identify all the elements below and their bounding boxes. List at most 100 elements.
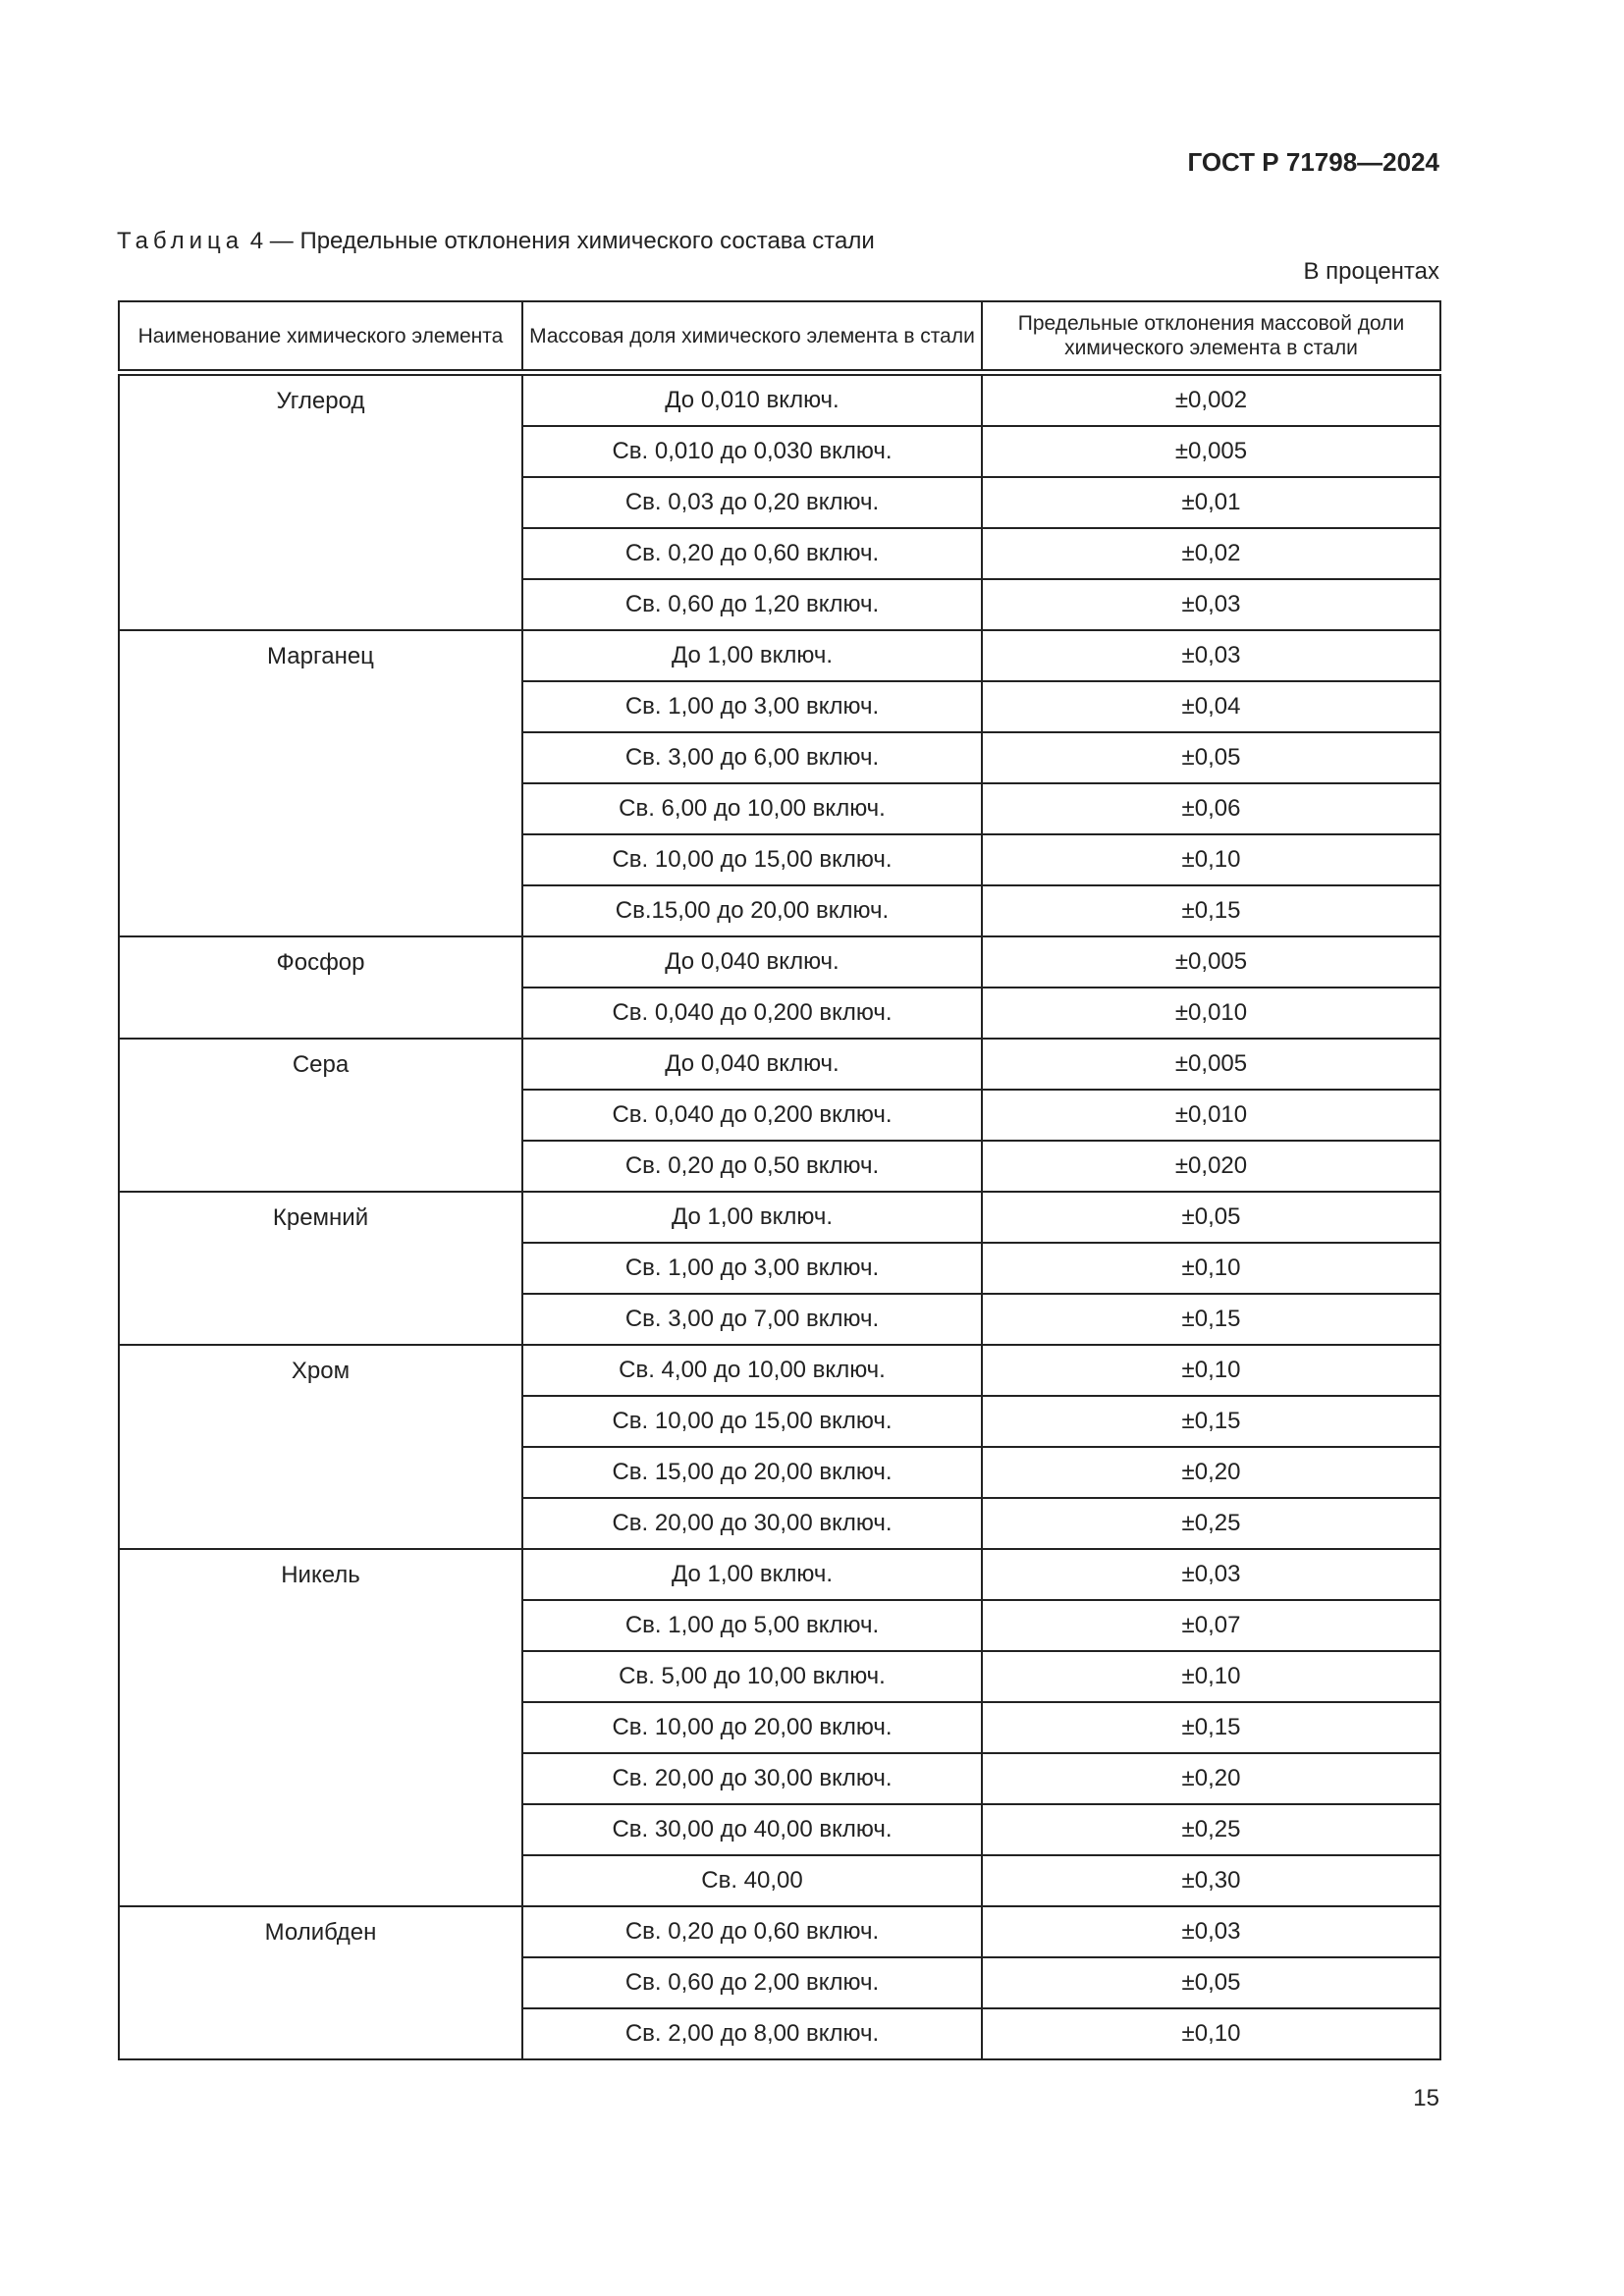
deviation-cell: ±0,06	[981, 782, 1441, 835]
mass-fraction-cell: Св. 1,00 до 5,00 включ.	[521, 1599, 983, 1652]
table-row: Св. 6,00 до 10,00 включ. ±0,06	[119, 782, 1441, 835]
deviation-cell: ±0,03	[981, 1905, 1441, 1958]
mass-fraction-cell: Св. 3,00 до 6,00 включ.	[521, 731, 983, 784]
deviation-cell: ±0,10	[981, 1242, 1441, 1295]
deviation-cell: ±0,15	[981, 1701, 1441, 1754]
table-row: Молибден Св. 0,20 до 0,60 включ. ±0,03	[118, 1905, 1441, 2060]
mass-fraction-cell: Св. 40,00	[521, 1854, 983, 1907]
column-header-element: Наименование химического элемента	[118, 300, 523, 376]
deviation-cell: ±0,10	[981, 1344, 1441, 1397]
element-name-cell: Углерод	[118, 371, 523, 631]
mass-fraction-cell: Св. 10,00 до 15,00 включ.	[521, 833, 983, 886]
deviation-cell: ±0,03	[981, 1548, 1441, 1601]
deviation-cell: ±0,25	[981, 1803, 1441, 1856]
mass-fraction-cell: До 1,00 включ.	[521, 1548, 983, 1601]
table-row: Сера До 0,040 включ. ±0,005	[118, 1038, 1441, 1193]
mass-fraction-cell: Св. 2,00 до 8,00 включ.	[521, 2007, 983, 2060]
mass-fraction-cell: Св. 3,00 до 7,00 включ.	[521, 1293, 983, 1346]
table-header-row: Наименование химического элемента Массов…	[118, 300, 1441, 376]
mass-fraction-cell: Св. 0,60 до 2,00 включ.	[521, 1956, 983, 2009]
table-caption-text: 4 — Предельные отклонения химического со…	[244, 228, 875, 254]
deviation-cell: ±0,05	[981, 731, 1441, 784]
table-row: Св. 0,040 до 0,200 включ. ±0,010	[119, 1089, 1441, 1142]
deviation-cell: ±0,20	[981, 1446, 1441, 1499]
table-row: Св. 1,00 до 3,00 включ. ±0,10	[119, 1242, 1441, 1295]
deviation-cell: ±0,15	[981, 1395, 1441, 1448]
mass-fraction-cell: До 0,010 включ.	[521, 371, 983, 427]
table-row: Хром Св. 4,00 до 10,00 включ. ±0,10	[118, 1344, 1441, 1550]
deviation-cell: ±0,25	[981, 1497, 1441, 1550]
table-row: Св. 15,00 до 20,00 включ. ±0,20	[119, 1446, 1441, 1499]
deviation-cell: ±0,010	[981, 987, 1441, 1040]
mass-fraction-cell: Св. 10,00 до 20,00 включ.	[521, 1701, 983, 1754]
units-note: В процентах	[1303, 258, 1439, 285]
deviation-cell: ±0,15	[981, 884, 1441, 937]
page-number: 15	[1413, 2085, 1439, 2111]
mass-fraction-cell: Св. 6,00 до 10,00 включ.	[521, 782, 983, 835]
deviation-cell: ±0,03	[981, 578, 1441, 631]
mass-fraction-cell: До 0,040 включ.	[521, 935, 983, 988]
mass-fraction-cell: Св. 0,040 до 0,200 включ.	[521, 987, 983, 1040]
mass-fraction-cell: Св.15,00 до 20,00 включ.	[521, 884, 983, 937]
table-row: Марганец До 1,00 включ. ±0,03	[118, 629, 1441, 937]
deviation-cell: ±0,05	[981, 1956, 1441, 2009]
mass-fraction-cell: Св. 4,00 до 10,00 включ.	[521, 1344, 983, 1397]
deviation-cell: ±0,07	[981, 1599, 1441, 1652]
table-row: Св.15,00 до 20,00 включ. ±0,15	[119, 884, 1441, 937]
table-row: Св. 2,00 до 8,00 включ. ±0,10	[119, 2007, 1441, 2060]
mass-fraction-cell: До 0,040 включ.	[521, 1038, 983, 1091]
mass-fraction-cell: Св. 0,20 до 0,60 включ.	[521, 1905, 983, 1958]
element-name-cell: Никель	[118, 1548, 523, 1907]
table-row: Св. 5,00 до 10,00 включ. ±0,10	[119, 1650, 1441, 1703]
deviation-cell: ±0,005	[981, 935, 1441, 988]
mass-fraction-cell: Св. 20,00 до 30,00 включ.	[521, 1752, 983, 1805]
table-row: Св. 1,00 до 3,00 включ. ±0,04	[119, 680, 1441, 733]
table-row: Св. 3,00 до 6,00 включ. ±0,05	[119, 731, 1441, 784]
column-header-mass-fraction: Массовая доля химического элемента в ста…	[521, 300, 983, 376]
mass-fraction-cell: Св. 20,00 до 30,00 включ.	[521, 1497, 983, 1550]
mass-fraction-cell: Св. 0,040 до 0,200 включ.	[521, 1089, 983, 1142]
table-row: Св. 0,010 до 0,030 включ. ±0,005	[119, 425, 1441, 478]
table-row: Св. 0,20 до 0,50 включ. ±0,020	[119, 1140, 1441, 1193]
mass-fraction-cell: Св. 0,010 до 0,030 включ.	[521, 425, 983, 478]
mass-fraction-cell: Св. 1,00 до 3,00 включ.	[521, 680, 983, 733]
deviation-cell: ±0,30	[981, 1854, 1441, 1907]
table-row: Св. 10,00 до 15,00 включ. ±0,15	[119, 1395, 1441, 1448]
deviation-cell: ±0,020	[981, 1140, 1441, 1193]
mass-fraction-cell: Св. 15,00 до 20,00 включ.	[521, 1446, 983, 1499]
table-caption: Таблица 4 — Предельные отклонения химиче…	[117, 228, 875, 255]
deviation-cell: ±0,002	[981, 371, 1441, 427]
deviation-cell: ±0,05	[981, 1191, 1441, 1244]
deviation-cell: ±0,005	[981, 1038, 1441, 1091]
deviation-cell: ±0,02	[981, 527, 1441, 580]
deviation-cell: ±0,03	[981, 629, 1441, 682]
table-row: Св. 0,040 до 0,200 включ. ±0,010	[119, 987, 1441, 1040]
mass-fraction-cell: Св. 5,00 до 10,00 включ.	[521, 1650, 983, 1703]
table-row: Углерод До 0,010 включ. ±0,002	[118, 371, 1441, 631]
column-header-deviation: Предельные отклонения массовой доли хими…	[981, 300, 1441, 376]
mass-fraction-cell: Св. 0,03 до 0,20 включ.	[521, 476, 983, 529]
mass-fraction-cell: Св. 10,00 до 15,00 включ.	[521, 1395, 983, 1448]
mass-fraction-cell: Св. 0,20 до 0,50 включ.	[521, 1140, 983, 1193]
table-caption-label: Таблица	[117, 228, 244, 254]
table-row: Кремний До 1,00 включ. ±0,05	[118, 1191, 1441, 1346]
deviation-cell: ±0,20	[981, 1752, 1441, 1805]
deviation-cell: ±0,10	[981, 1650, 1441, 1703]
document-id: ГОСТ Р 71798—2024	[1187, 147, 1439, 177]
deviation-cell: ±0,10	[981, 2007, 1441, 2060]
element-name-cell: Сера	[118, 1038, 523, 1193]
table-row: Никель До 1,00 включ. ±0,03	[118, 1548, 1441, 1907]
table-row: Св. 40,00 ±0,30	[119, 1854, 1441, 1907]
table-row: Св. 1,00 до 5,00 включ. ±0,07	[119, 1599, 1441, 1652]
table-row: Св. 20,00 до 30,00 включ. ±0,20	[119, 1752, 1441, 1805]
deviation-cell: ±0,005	[981, 425, 1441, 478]
element-name-cell: Фосфор	[118, 935, 523, 1040]
table-row: Св. 0,20 до 0,60 включ. ±0,02	[119, 527, 1441, 580]
table-row: Св. 0,60 до 1,20 включ. ±0,03	[119, 578, 1441, 631]
mass-fraction-cell: Св. 30,00 до 40,00 включ.	[521, 1803, 983, 1856]
mass-fraction-cell: До 1,00 включ.	[521, 1191, 983, 1244]
element-name-cell: Молибден	[118, 1905, 523, 2060]
table-row: Св. 20,00 до 30,00 включ. ±0,25	[119, 1497, 1441, 1550]
table-row: Св. 10,00 до 15,00 включ. ±0,10	[119, 833, 1441, 886]
table-row: Фосфор До 0,040 включ. ±0,005	[118, 935, 1441, 1040]
